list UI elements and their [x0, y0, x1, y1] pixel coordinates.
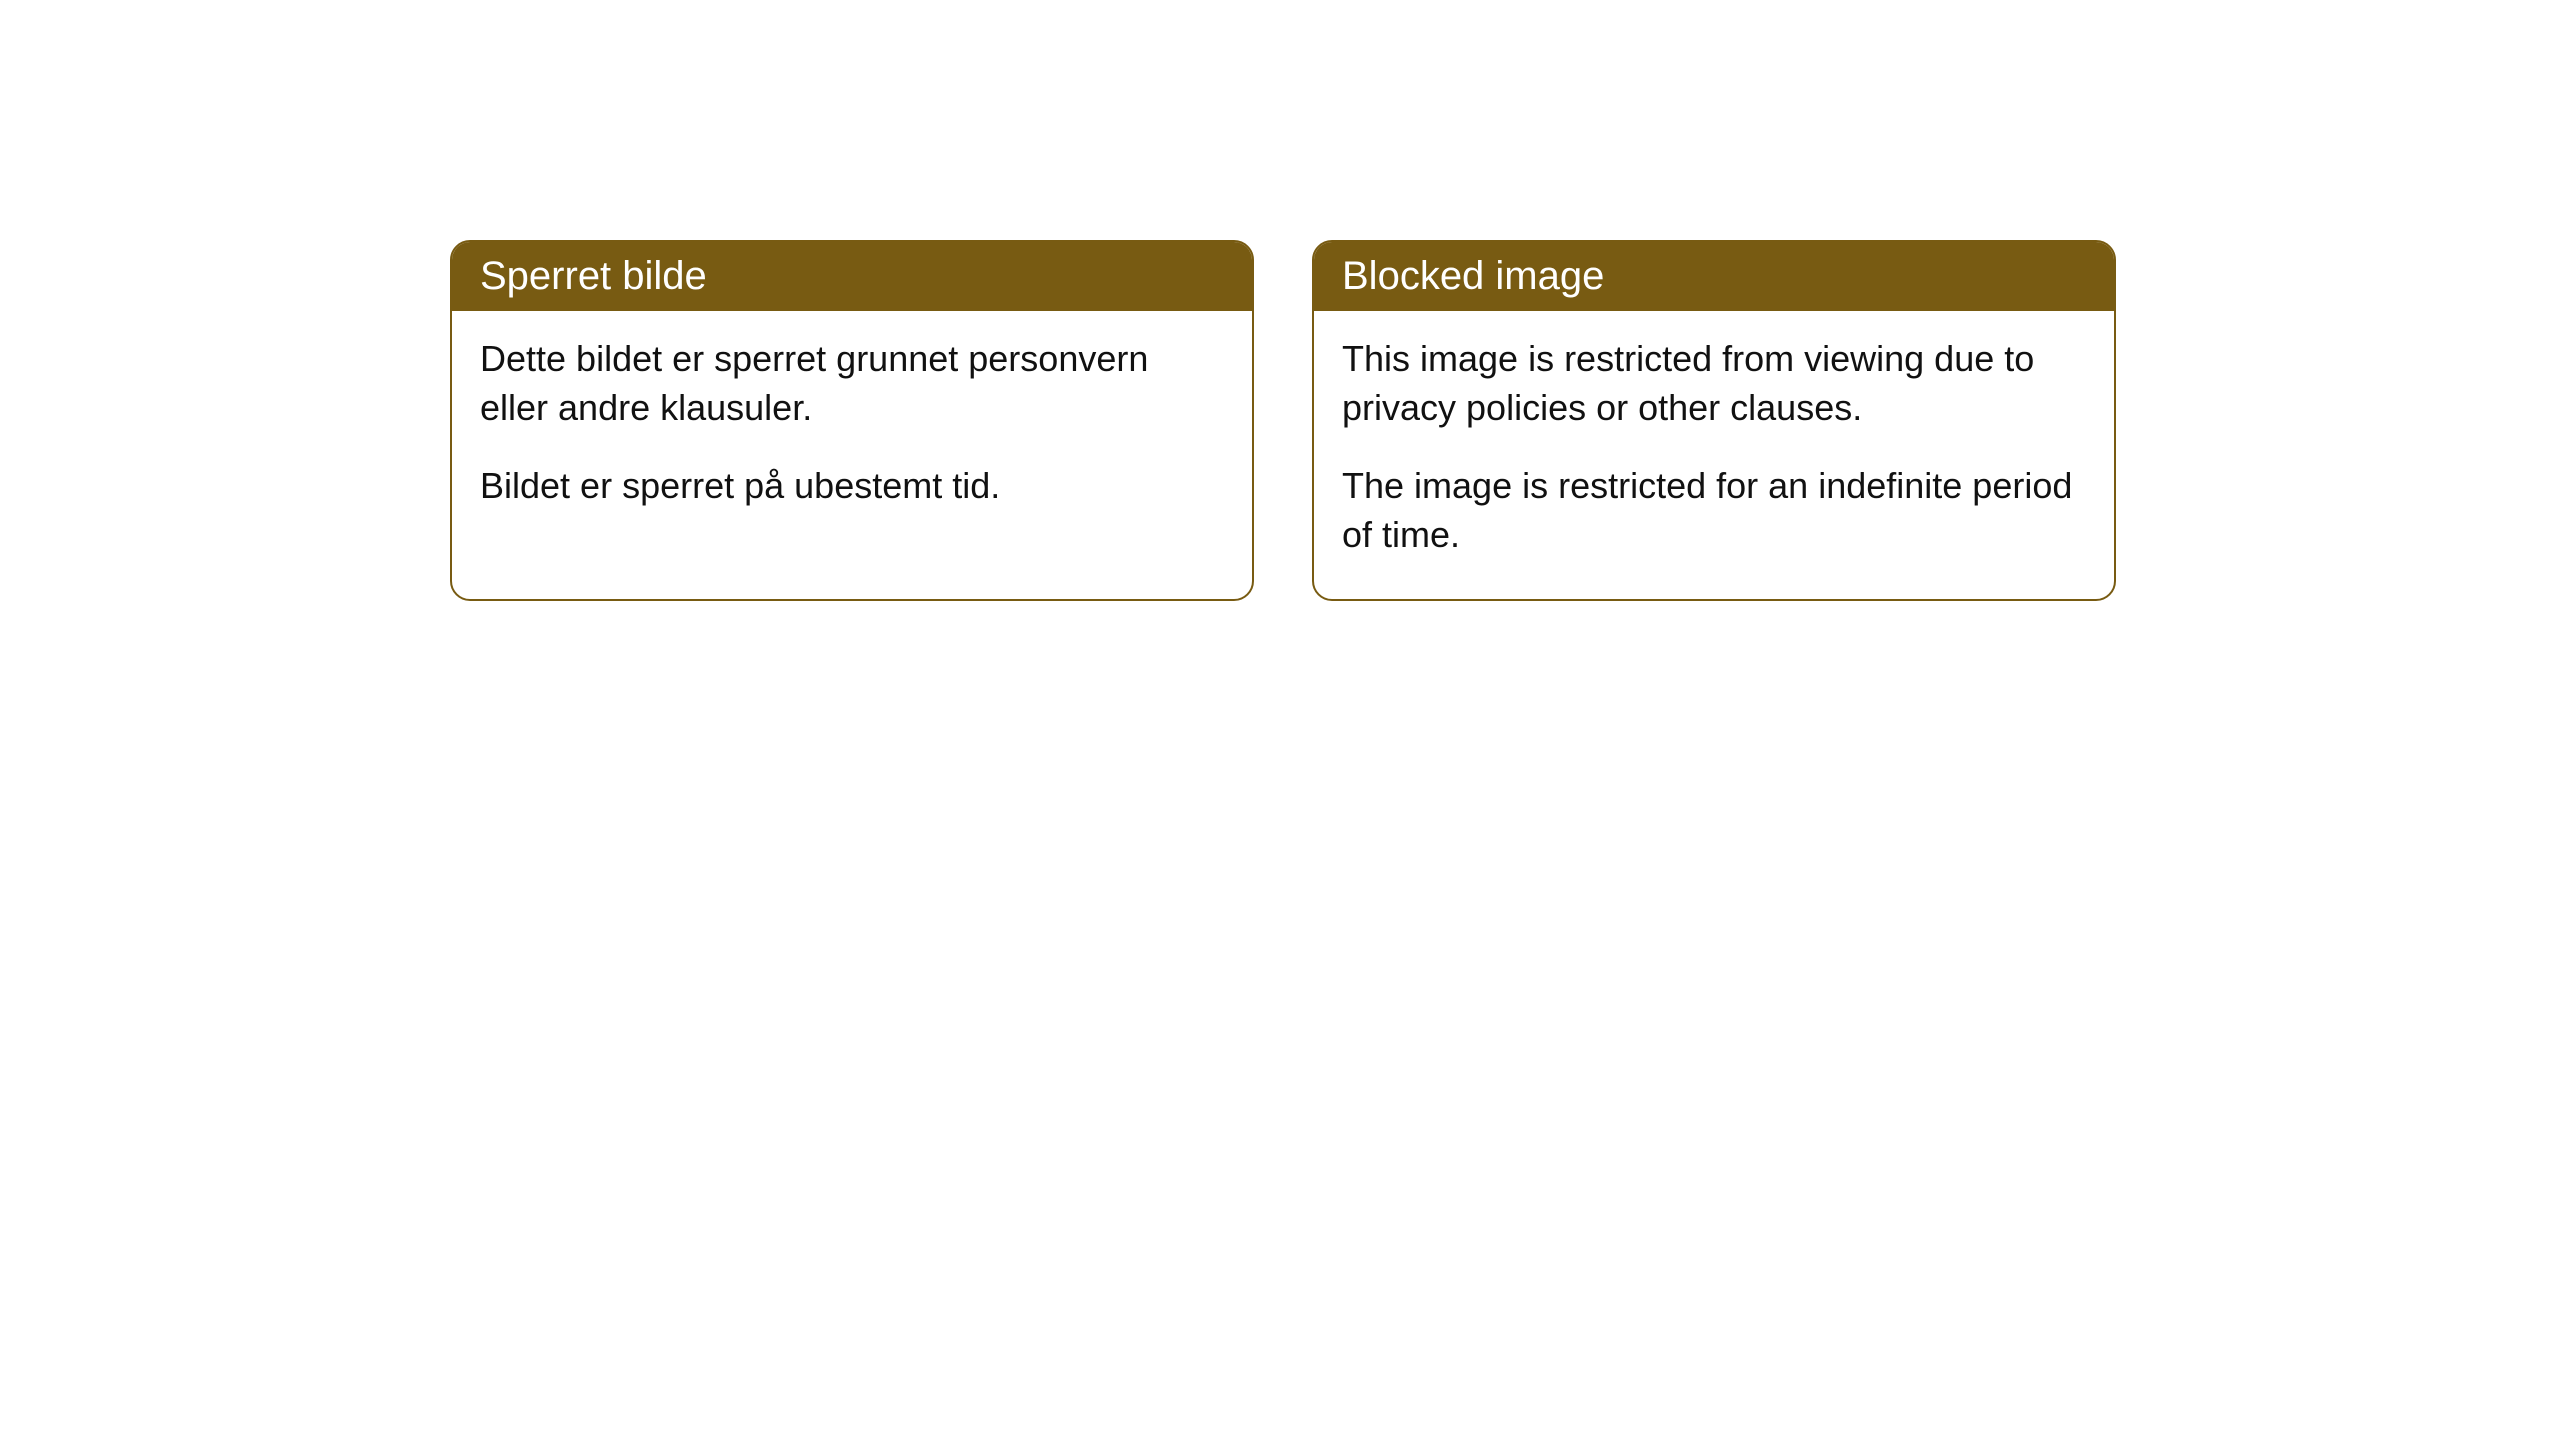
notice-card-norwegian: Sperret bilde Dette bildet er sperret gr…: [450, 240, 1254, 601]
notice-card-english: Blocked image This image is restricted f…: [1312, 240, 2116, 601]
card-body: This image is restricted from viewing du…: [1314, 311, 2114, 599]
card-header: Sperret bilde: [452, 242, 1252, 311]
notice-cards-container: Sperret bilde Dette bildet er sperret gr…: [450, 240, 2560, 601]
card-paragraph: The image is restricted for an indefinit…: [1342, 462, 2086, 559]
card-header: Blocked image: [1314, 242, 2114, 311]
card-paragraph: Dette bildet er sperret grunnet personve…: [480, 335, 1224, 432]
card-title: Blocked image: [1342, 254, 1604, 298]
card-paragraph: This image is restricted from viewing du…: [1342, 335, 2086, 432]
card-paragraph: Bildet er sperret på ubestemt tid.: [480, 462, 1224, 511]
card-title: Sperret bilde: [480, 254, 707, 298]
card-body: Dette bildet er sperret grunnet personve…: [452, 311, 1252, 551]
